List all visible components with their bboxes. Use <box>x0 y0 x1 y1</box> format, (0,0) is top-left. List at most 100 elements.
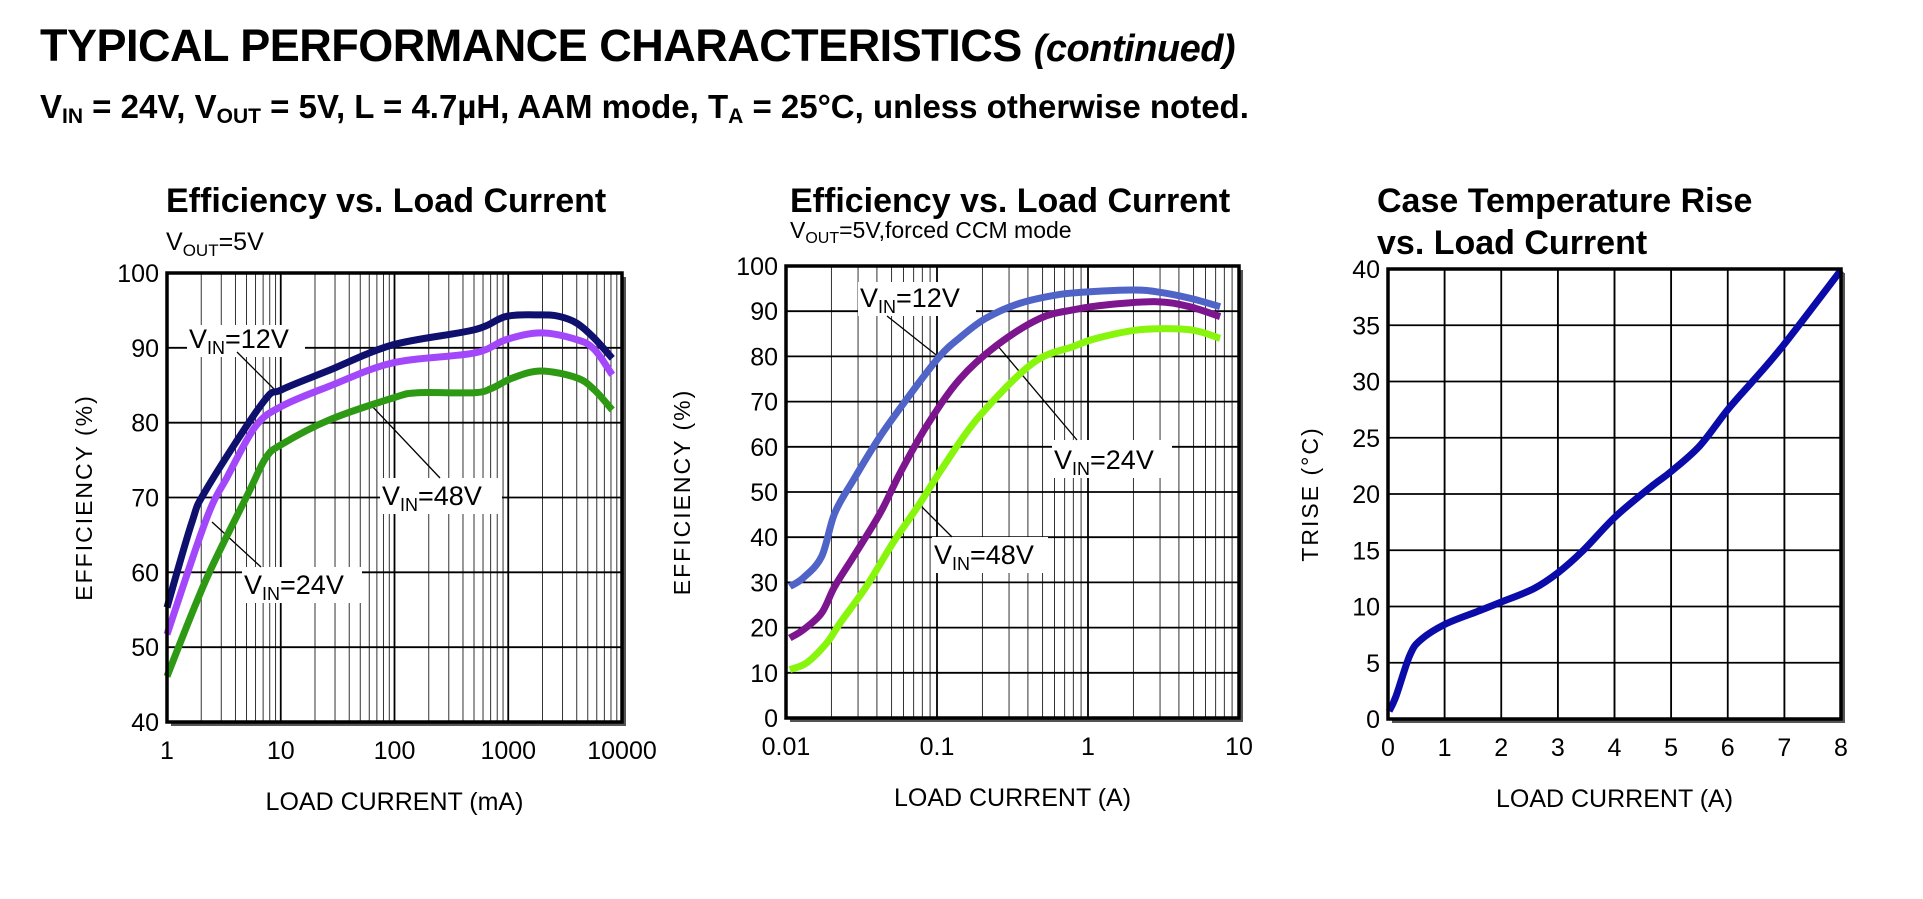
subtitle-sub: OUT <box>183 241 219 260</box>
x-tick-label: 1000 <box>480 737 536 765</box>
plot-frame <box>784 264 1241 720</box>
annotation-seg: =48V <box>418 481 482 511</box>
x-tick-label: 10 <box>1225 733 1253 761</box>
x-tick-label: 5 <box>1664 734 1678 762</box>
annotation-seg: V <box>382 481 400 511</box>
annotation-label: VIN=12V <box>189 324 289 358</box>
annotation-leader-line <box>370 404 441 479</box>
y-tick-label: 0 <box>1366 706 1380 734</box>
page-title-suffix: (continued) <box>1033 28 1236 70</box>
y-tick-label: 30 <box>750 569 778 597</box>
x-tick-label: 0.1 <box>920 733 955 761</box>
annotation-leader-line <box>886 315 941 359</box>
annotation-label: VIN=24V <box>1054 445 1154 479</box>
series-line-vin-48v <box>788 325 1222 673</box>
series-line-vin-24v <box>787 298 1222 642</box>
y-tick-label: 50 <box>131 634 159 662</box>
y-tick-label: 15 <box>1352 537 1380 565</box>
chart-2: Efficiency vs. Load CurrentVOUT=5V,force… <box>669 182 1253 812</box>
x-tick-label: 0 <box>1381 734 1395 762</box>
subtitle-sub: OUT <box>805 230 839 247</box>
y-tick-label: 70 <box>131 485 159 513</box>
y-tick-label: 50 <box>750 479 778 507</box>
annotation-seg: V <box>189 324 207 354</box>
annotation-box <box>858 282 976 316</box>
series-line-trise <box>1385 267 1844 713</box>
annotation-sub: IN <box>262 584 280 604</box>
cond-sub: A <box>728 105 744 128</box>
annotation-seg: =48V <box>970 540 1034 570</box>
series-line-vin-12v <box>787 286 1222 590</box>
y-tick-label: 60 <box>750 434 778 462</box>
cond-seg: V <box>40 88 63 125</box>
chart-1: Efficiency vs. Load CurrentVOUT=5VVIN=12… <box>71 182 657 816</box>
annotation-leader-line <box>921 506 953 538</box>
y-tick-label: 70 <box>750 389 778 417</box>
chart-title: Efficiency vs. Load Current <box>790 182 1230 220</box>
annotation-leader-line <box>996 344 1078 441</box>
annotation-sub: IN <box>952 554 970 574</box>
annotation-seg: V <box>1054 445 1072 475</box>
x-tick-label: 10 <box>267 737 295 765</box>
annotation-box <box>1052 440 1172 478</box>
chart-3: Case Temperature Rise vs. Load Current 0 5 1… <box>1297 182 1848 813</box>
y-tick-label: 100 <box>117 260 159 288</box>
y-tick-label: 80 <box>131 410 159 438</box>
annotation-seg: =24V <box>1090 445 1154 475</box>
cond-sub: IN <box>62 105 84 128</box>
x-tick-label: 1 <box>1438 734 1452 762</box>
annotation-seg: V <box>860 283 878 313</box>
annotation-seg: =12V <box>896 283 960 313</box>
annotation-label: VIN=48V <box>382 481 482 515</box>
x-tick-label: 4 <box>1608 734 1622 762</box>
x-tick-label: 2 <box>1494 734 1508 762</box>
annotation-label: VIN=48V <box>934 540 1034 574</box>
y-tick-label: 80 <box>750 343 778 371</box>
cond-seg: = 25°C, unless otherwise noted. <box>743 88 1249 125</box>
annotation-sub: IN <box>878 297 896 317</box>
y-axis-title: TRISE (°C) <box>1297 426 1323 561</box>
x-axis-title: LOAD CURRENT (A) <box>1496 785 1733 813</box>
x-tick-label: 10000 <box>587 737 657 765</box>
x-tick-label: 6 <box>1721 734 1735 762</box>
subtitle-seg: V <box>790 217 806 243</box>
subtitle-seg: =5V <box>219 228 265 256</box>
annotation-seg: =24V <box>280 570 344 600</box>
subtitle-seg: V <box>166 228 183 256</box>
annotation-sub: IN <box>400 495 418 515</box>
x-tick-label: 0.01 <box>762 733 811 761</box>
annotation-box <box>380 478 502 514</box>
y-tick-label: 40 <box>1352 256 1380 284</box>
annotation-leader-line <box>211 521 262 568</box>
x-tick-label: 3 <box>1551 734 1565 762</box>
x-axis-title: LOAD CURRENT (mA) <box>266 788 524 816</box>
plot-frame <box>165 271 624 724</box>
plot-frame <box>1386 267 1843 721</box>
annotation-seg: V <box>244 570 262 600</box>
cond-sub: OUT <box>216 105 261 128</box>
y-tick-label: 20 <box>750 615 778 643</box>
x-axis-title: LOAD CURRENT (A) <box>894 784 1131 812</box>
y-tick-label: 100 <box>736 253 778 281</box>
x-tick-label: 100 <box>374 737 416 765</box>
chart-subtitle: VOUT=5V,forced CCM mode <box>790 217 1072 247</box>
annotation-sub: IN <box>207 338 225 358</box>
test-conditions: VIN = 24V, VOUT = 5V, L = 4.7µH, AAM mod… <box>40 88 1249 128</box>
series-line-vin-48v <box>163 329 616 636</box>
annotation-leader-line <box>236 351 278 393</box>
annotation-box <box>932 537 1048 573</box>
y-tick-label: 10 <box>750 660 778 688</box>
series-line-vin-12v <box>163 311 615 609</box>
chart-subtitle: VOUT=5V <box>166 228 264 260</box>
chart-title: vs. Load Current <box>1377 224 1647 262</box>
annotation-box <box>242 567 362 603</box>
x-tick-label: 1 <box>160 737 174 765</box>
x-tick-label: 1 <box>1081 733 1095 761</box>
y-tick-label: 60 <box>131 559 159 587</box>
annotation-label: VIN=24V <box>244 570 344 604</box>
cond-seg: = 5V, L = 4.7µH, AAM mode, T <box>261 88 729 125</box>
y-tick-label: 30 <box>1352 369 1380 397</box>
series-line-vin-24v <box>163 367 615 678</box>
